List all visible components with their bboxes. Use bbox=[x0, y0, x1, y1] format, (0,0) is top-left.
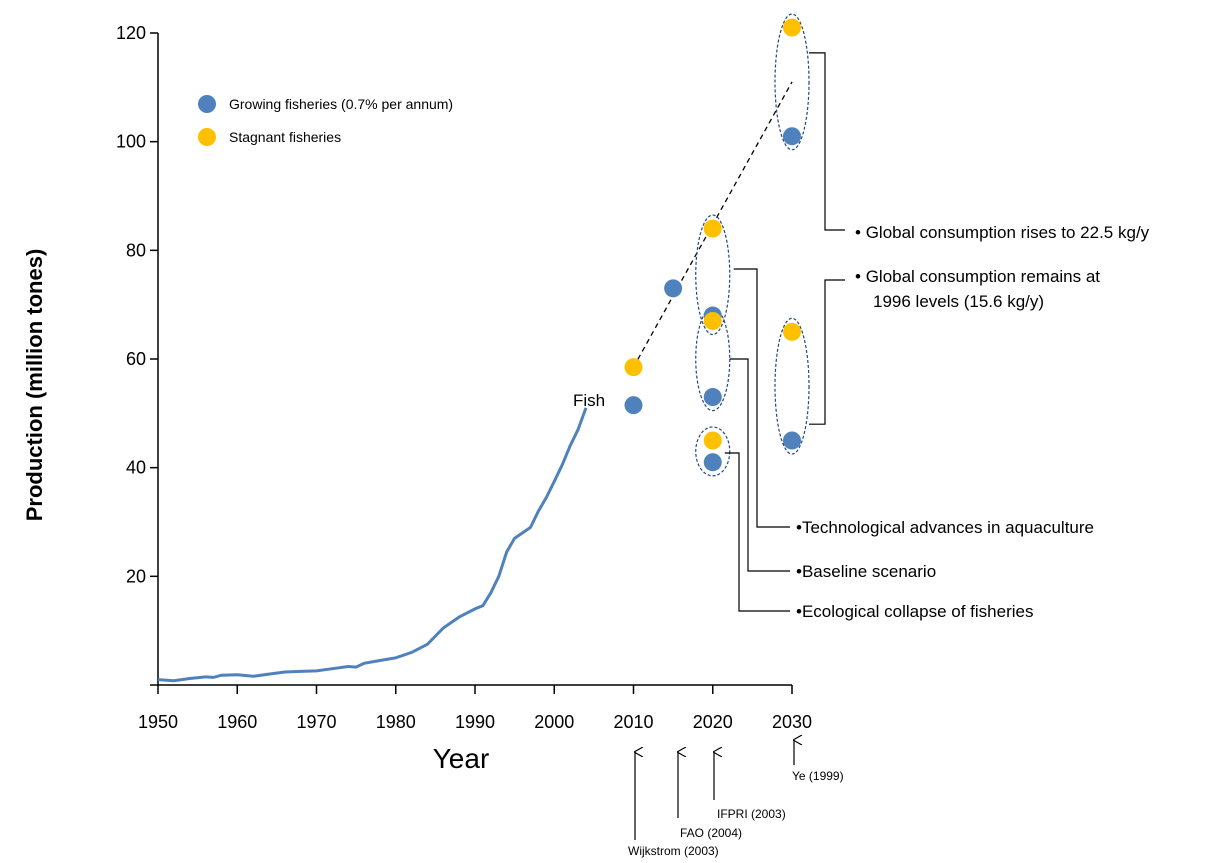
legend-label-stagnant: Stagnant fisheries bbox=[229, 129, 341, 145]
projection-point-stagnant bbox=[703, 311, 722, 330]
x-tick-label: 1980 bbox=[376, 712, 416, 732]
annotation-technological: •Technological advances in aquaculture bbox=[796, 518, 1094, 537]
annotation-remains: • Global consumption remains at bbox=[855, 267, 1100, 286]
y-tick-label: 40 bbox=[126, 458, 146, 478]
source-label-ifpri: IFPRI (2003) bbox=[717, 807, 786, 821]
annotation-remains-label: Global consumption remains at bbox=[866, 267, 1101, 286]
source-arrows: Wijkstrom (2003) FAO (2004) IFPRI (2003)… bbox=[628, 740, 844, 858]
y-tick-label: 100 bbox=[116, 132, 146, 152]
annotation-baseline-label: Baseline scenario bbox=[802, 562, 936, 581]
historical-series-line bbox=[157, 407, 588, 683]
projection-point-growing bbox=[783, 431, 801, 450]
annotation-rises: • Global consumption rises to 22.5 kg/y bbox=[855, 223, 1150, 242]
x-tick-label: 2030 bbox=[772, 712, 812, 732]
annotation-technological-label: Technological advances in aquaculture bbox=[802, 518, 1094, 537]
legend-swatch-stagnant bbox=[198, 128, 216, 146]
projection-point-growing bbox=[624, 396, 643, 415]
connector-collapse bbox=[724, 452, 790, 612]
x-tick-label: 1950 bbox=[138, 712, 178, 732]
connector-baseline bbox=[729, 358, 790, 572]
x-axis-title: Year bbox=[433, 743, 490, 774]
source-label-fao: FAO (2004) bbox=[680, 826, 742, 840]
scenario-annotations: • Global consumption rises to 22.5 kg/y … bbox=[796, 223, 1150, 621]
y-tick-label: 120 bbox=[116, 23, 146, 43]
projection-point-growing bbox=[703, 388, 722, 407]
bullet: • bbox=[855, 267, 866, 286]
projection-point-stagnant bbox=[783, 322, 801, 341]
x-ticks: 1950 1960 1970 1980 1990 2000 2010 2020 2030 bbox=[138, 685, 812, 732]
x-tick-label: 1990 bbox=[455, 712, 495, 732]
annotation-baseline: •Baseline scenario bbox=[796, 562, 936, 581]
projection-point-growing bbox=[664, 279, 683, 298]
y-ticks: 20 40 60 80 100 120 bbox=[116, 23, 158, 686]
legend-swatch-growing bbox=[198, 95, 216, 113]
projection-points bbox=[624, 18, 801, 472]
scenario-group-ellipse bbox=[774, 317, 810, 455]
scenario-connectors bbox=[724, 52, 845, 612]
bullet: • bbox=[796, 602, 802, 621]
x-tick-label: 2010 bbox=[613, 712, 653, 732]
annotation-collapse: •Ecological collapse of fisheries bbox=[796, 602, 1033, 621]
bullet: • bbox=[796, 518, 802, 537]
projection-point-stagnant bbox=[703, 431, 722, 450]
x-tick-label: 1970 bbox=[296, 712, 336, 732]
projection-point-growing bbox=[783, 127, 801, 146]
scenario-group-ellipse bbox=[774, 13, 810, 151]
connector-remains bbox=[809, 279, 845, 425]
x-tick-label: 1960 bbox=[217, 712, 257, 732]
projection-point-stagnant bbox=[783, 18, 801, 37]
connector-technological bbox=[733, 268, 790, 528]
source-label-ye: Ye (1999) bbox=[792, 769, 844, 783]
scenario-group-ellipse bbox=[695, 214, 731, 336]
x-tick-label: 2000 bbox=[534, 712, 574, 732]
y-axis-title: Production (million tones) bbox=[22, 249, 47, 522]
bullet: • bbox=[855, 223, 866, 242]
y-tick-label: 80 bbox=[126, 240, 146, 260]
connector-rises bbox=[809, 52, 845, 231]
projection-point-stagnant bbox=[703, 219, 722, 238]
annotation-remains-line2: 1996 levels (15.6 kg/y) bbox=[873, 292, 1044, 311]
bullet: • bbox=[796, 562, 802, 581]
source-label-wijkstrom: Wijkstrom (2003) bbox=[628, 844, 719, 858]
y-tick-label: 20 bbox=[126, 566, 146, 586]
scenario-groups bbox=[695, 13, 810, 477]
projection-point-stagnant bbox=[624, 358, 643, 377]
projection-point-growing bbox=[703, 453, 722, 472]
y-tick-label: 60 bbox=[126, 349, 146, 369]
annotation-rises-label: Global consumption rises to 22.5 kg/y bbox=[866, 223, 1150, 242]
annotation-collapse-label: Ecological collapse of fisheries bbox=[802, 602, 1034, 621]
scenario-group-ellipse bbox=[695, 426, 731, 477]
series-label-fish: Fish bbox=[573, 391, 605, 410]
legend: Growing fisheries (0.7% per annum) Stagn… bbox=[198, 95, 453, 146]
x-tick-label: 2020 bbox=[693, 712, 733, 732]
legend-label-growing: Growing fisheries (0.7% per annum) bbox=[229, 96, 453, 112]
